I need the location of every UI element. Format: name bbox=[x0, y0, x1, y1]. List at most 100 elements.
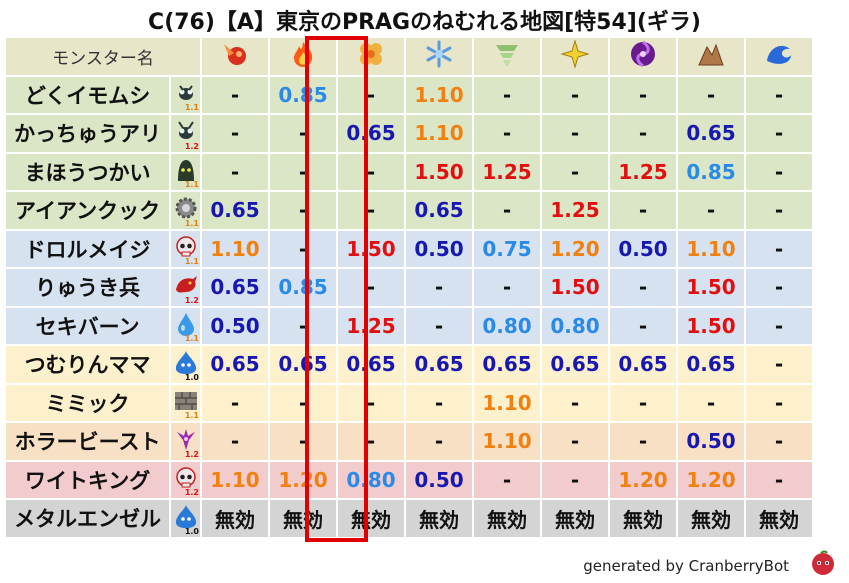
table-row: ホラービースト 1.2- - - -1.10- -0.50- bbox=[6, 423, 812, 460]
resistance-value: - bbox=[270, 115, 336, 152]
table-row: まほうつかい 1.1- - -1.50 1.25-1.25 0.85- bbox=[6, 153, 812, 190]
flame-icon bbox=[294, 42, 313, 68]
resistance-value: - bbox=[746, 115, 812, 152]
resistance-value: 0.80 bbox=[542, 307, 608, 344]
monster-name: セキバーン bbox=[6, 307, 170, 344]
resistance-value: - bbox=[746, 269, 812, 306]
resistance-value: 1.10 bbox=[474, 384, 540, 421]
dark-vortex-icon bbox=[631, 41, 655, 68]
resistance-value: 無効 bbox=[338, 500, 404, 537]
resistance-value: - bbox=[406, 307, 472, 344]
resistance-value: - bbox=[610, 423, 676, 460]
table-row: かっちゅうアリ 1.2- -0.65 1.10- - -0.65- bbox=[6, 115, 812, 152]
resistance-value: - bbox=[746, 384, 812, 421]
col-header-lightning bbox=[542, 38, 608, 75]
resistance-value: - bbox=[202, 153, 268, 190]
resistance-value: - bbox=[542, 423, 608, 460]
resistance-value: - bbox=[338, 76, 404, 113]
col-header-ice bbox=[406, 38, 472, 75]
header-row: モンスター名 bbox=[6, 38, 812, 75]
resistance-value: 1.20 bbox=[542, 230, 608, 267]
resistance-value: - bbox=[202, 384, 268, 421]
resistance-value: 1.25 bbox=[542, 192, 608, 229]
resistance-value: 0.65 bbox=[202, 346, 268, 383]
damage-multiplier: 1.2 bbox=[184, 141, 199, 151]
resistance-value: - bbox=[542, 461, 608, 498]
resistance-value: 無効 bbox=[406, 500, 472, 537]
col-header-fire bbox=[202, 38, 268, 75]
resistance-value: - bbox=[610, 76, 676, 113]
resistance-value: 0.85 bbox=[270, 76, 336, 113]
damage-multiplier: 1.1 bbox=[184, 218, 199, 228]
resistance-value: 無効 bbox=[270, 500, 336, 537]
resistance-value: 1.50 bbox=[406, 153, 472, 190]
resistance-value: - bbox=[746, 423, 812, 460]
skull-icon bbox=[173, 465, 199, 495]
resistance-value: - bbox=[746, 192, 812, 229]
tornado-icon bbox=[496, 45, 518, 67]
damage-multiplier: 1.0 bbox=[184, 526, 199, 536]
resistance-value: 0.85 bbox=[678, 153, 744, 190]
monster-icon-cell: 1.0 bbox=[171, 346, 200, 383]
resistance-value: - bbox=[746, 230, 812, 267]
resistance-value: 0.80 bbox=[474, 307, 540, 344]
resistance-value: - bbox=[746, 307, 812, 344]
monster-name-header: モンスター名 bbox=[6, 38, 200, 75]
col-header-wind bbox=[474, 38, 540, 75]
resistance-value: - bbox=[270, 423, 336, 460]
monster-name: つむりんママ bbox=[6, 346, 170, 383]
monster-name: まほうつかい bbox=[6, 153, 170, 190]
damage-multiplier: 1.2 bbox=[184, 488, 199, 497]
monster-icon-cell: 1.0 bbox=[171, 500, 200, 537]
resistance-value: - bbox=[610, 384, 676, 421]
damage-multiplier: 1.2 bbox=[184, 295, 199, 305]
resistance-value: - bbox=[474, 269, 540, 306]
monster-name: アイアンクック bbox=[6, 192, 170, 229]
monster-name: りゅうき兵 bbox=[6, 269, 170, 306]
bug-icon bbox=[173, 80, 199, 110]
resistance-value: - bbox=[542, 76, 608, 113]
damage-multiplier: 1.1 bbox=[184, 103, 199, 112]
monster-name: かっちゅうアリ bbox=[6, 115, 170, 152]
monster-icon-cell: 1.1 bbox=[171, 230, 200, 267]
resistance-value: 0.50 bbox=[406, 461, 472, 498]
brick-wall-icon bbox=[173, 388, 199, 418]
monster-icon-cell: 1.2 bbox=[171, 269, 200, 306]
resistance-value: 0.50 bbox=[678, 423, 744, 460]
resistance-value: - bbox=[270, 192, 336, 229]
damage-multiplier: 1.1 bbox=[184, 334, 199, 343]
resistance-value: 無効 bbox=[678, 500, 744, 537]
demon-icon bbox=[173, 426, 199, 456]
resistance-value: 1.10 bbox=[406, 76, 472, 113]
resistance-value: 0.50 bbox=[202, 307, 268, 344]
resistance-value: - bbox=[270, 384, 336, 421]
resistance-value: - bbox=[406, 269, 472, 306]
damage-multiplier: 1.2 bbox=[184, 449, 199, 459]
resistance-value: - bbox=[542, 115, 608, 152]
resistance-value: - bbox=[202, 423, 268, 460]
resistance-value: - bbox=[610, 115, 676, 152]
resistance-value: - bbox=[746, 76, 812, 113]
resistance-value: - bbox=[202, 115, 268, 152]
page-title: C(76)【A】東京のPRAGのねむれる地図[特54](ギラ) bbox=[148, 10, 701, 35]
resistance-value: 1.10 bbox=[406, 115, 472, 152]
monster-name: ドロルメイジ bbox=[6, 230, 170, 267]
resistance-table: モンスター名 どくイモムシ 1.1-0.85-1.10- - - - - かっちゅうアリ 1.… bbox=[4, 36, 814, 539]
table-row: どくイモムシ 1.1-0.85-1.10- - - - - bbox=[6, 76, 812, 113]
monster-name: ホラービースト bbox=[6, 423, 170, 460]
resistance-value: 1.10 bbox=[202, 230, 268, 267]
monster-name: どくイモムシ bbox=[6, 76, 170, 113]
resistance-value: - bbox=[406, 384, 472, 421]
col-header-earth bbox=[678, 38, 744, 75]
resistance-value: 0.65 bbox=[202, 269, 268, 306]
resistance-value: 1.50 bbox=[678, 269, 744, 306]
resistance-value: 0.80 bbox=[338, 461, 404, 498]
table-row: ミミック 1.1- - - -1.10- - - - bbox=[6, 384, 812, 421]
monster-name: ミミック bbox=[6, 384, 170, 421]
resistance-value: - bbox=[610, 307, 676, 344]
resistance-value: 0.85 bbox=[270, 269, 336, 306]
monster-icon-cell: 1.2 bbox=[171, 423, 200, 460]
resistance-value: 0.50 bbox=[610, 230, 676, 267]
slime-icon bbox=[173, 349, 199, 379]
resistance-value: - bbox=[270, 230, 336, 267]
